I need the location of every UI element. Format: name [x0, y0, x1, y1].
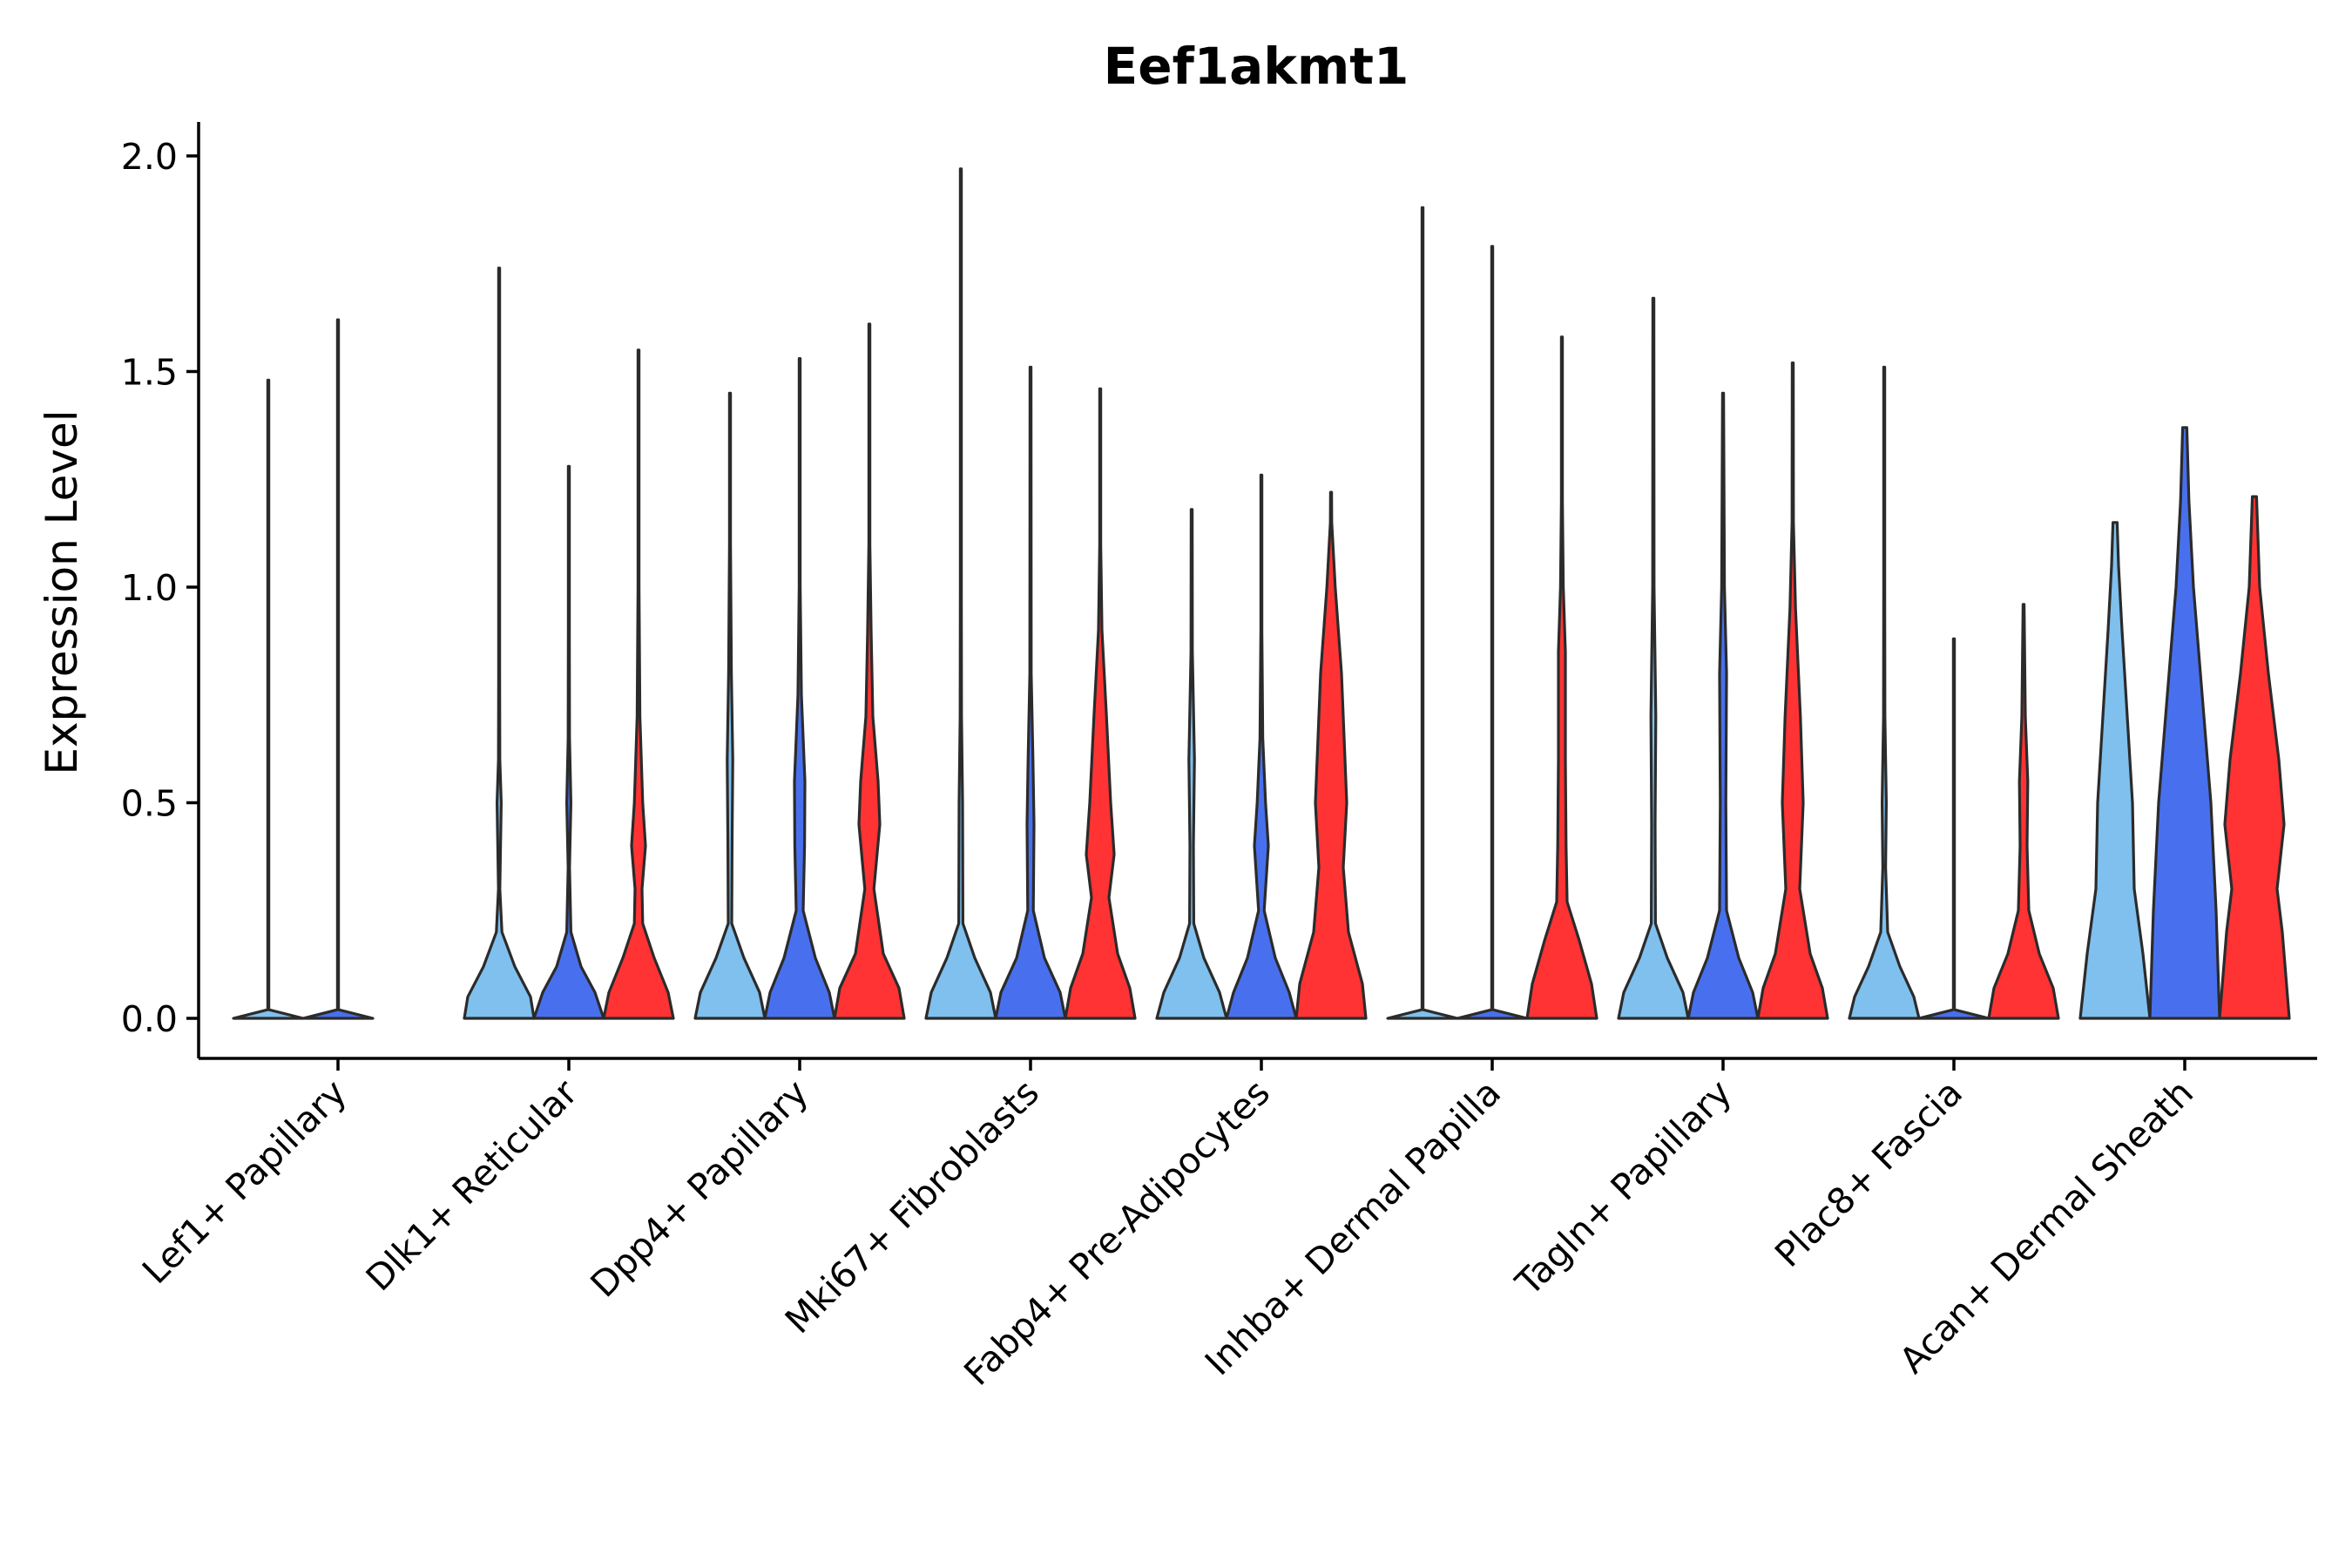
violin-mark: [763, 357, 836, 1020]
violin-mark: [1848, 365, 1921, 1020]
violin-mark: [301, 318, 375, 1020]
violin-mark: [2078, 521, 2152, 1020]
violin-mark: [1987, 603, 2060, 1020]
x-tick-label: Mki67+ Fibroblasts: [777, 1071, 1047, 1342]
violin-mark: [2148, 426, 2221, 1020]
x-tick-label: Plac8+ Fascia: [1767, 1071, 1970, 1275]
chart-title: Eef1akmt1: [1104, 37, 1409, 96]
violin-mark: [602, 348, 675, 1020]
violin-mark: [1756, 362, 1829, 1020]
y-axis-label: Expression Level: [37, 409, 87, 774]
y-tick-label: 2.0: [121, 136, 178, 178]
violin-mark: [463, 267, 536, 1020]
violin-mark: [1155, 508, 1228, 1020]
violin-mark: [833, 322, 906, 1020]
x-tick-label: Dpp4+ Papillary: [583, 1071, 816, 1305]
violin-mark: [532, 464, 605, 1020]
y-tick-label: 0.5: [121, 783, 178, 825]
violin-mark: [924, 167, 997, 1020]
violin-mark: [1917, 637, 1990, 1020]
axes: 0.0 0.5 1.0 1.5 2.0 Lef1+ Papillary Dlk1+ Reti…: [121, 122, 2317, 1394]
violin-mark: [1386, 206, 1459, 1020]
y-tick-label: 1.0: [121, 567, 178, 609]
violin-mark: [1225, 473, 1298, 1020]
violin-mark: [1686, 391, 1760, 1020]
violin-mark: [1456, 245, 1529, 1020]
x-tick-label: Lef1+ Papillary: [134, 1071, 355, 1292]
violin-plot-area: [232, 167, 2291, 1020]
violin-mark: [693, 391, 767, 1020]
violin-mark: [994, 365, 1067, 1020]
x-tick-label: Dlk1+ Reticular: [358, 1071, 585, 1299]
violin-mark: [1294, 490, 1368, 1020]
y-tick-label: 0.0: [121, 998, 178, 1040]
y-tick-label: 1.5: [121, 352, 178, 394]
violin-mark: [2218, 495, 2291, 1020]
violin-mark: [1617, 296, 1690, 1020]
x-tick-label: Tagln+ Papillary: [1507, 1071, 1740, 1304]
violin-mark: [1525, 335, 1598, 1020]
violin-mark: [1064, 387, 1137, 1020]
violin-mark: [232, 378, 305, 1020]
